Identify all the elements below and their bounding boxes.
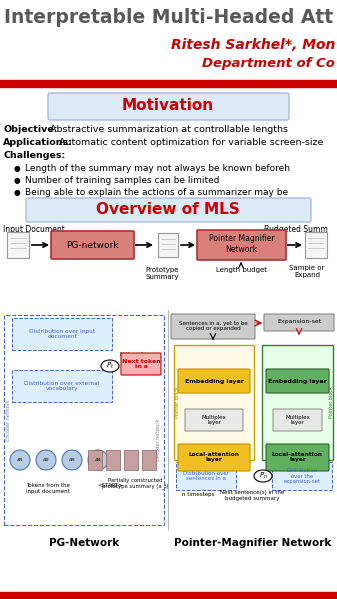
FancyBboxPatch shape [197,230,286,260]
Bar [12,318,112,350]
Text: Department of Co: Department of Co [202,57,335,70]
Text: N timesteps: N timesteps [120,352,153,357]
Bar [7,232,29,258]
Text: ●: ● [14,164,21,173]
Text: $a_3$: $a_3$ [68,456,76,464]
Text: Sample or
Expand: Sample or Expand [289,265,325,278]
Text: <START>: <START> [97,483,123,488]
Text: Interpretable Multi-Headed Att: Interpretable Multi-Headed Att [4,8,333,27]
Text: Embedding layer: Embedding layer [185,379,243,383]
Text: Pointer-Magnifier Network: Pointer-Magnifier Network [174,538,332,548]
FancyBboxPatch shape [178,369,250,393]
Text: Tokens from the
input document: Tokens from the input document [26,483,70,494]
Text: Challenges:: Challenges: [3,151,65,160]
Text: Abstractive summarization at controllable lengths: Abstractive summarization at controllabl… [47,125,288,134]
Text: Objective:: Objective: [3,125,58,134]
Text: n timesteps: n timesteps [182,492,214,497]
FancyBboxPatch shape [48,93,289,120]
Bar [272,462,332,490]
Text: Prototype
Summary: Prototype Summary [145,267,179,280]
Text: Input Document: Input Document [3,225,65,234]
Text: Distribution
over the
expansion-set: Distribution over the expansion-set [283,468,320,485]
Text: $P_n$: $P_n$ [258,471,268,481]
Text: Encoder network: Encoder network [6,399,11,441]
Text: Distribution over external
vocabulary: Distribution over external vocabulary [24,380,100,391]
Text: Next token
in a: Next token in a [122,359,160,370]
Text: Pointer block: Pointer block [175,386,180,418]
FancyBboxPatch shape [26,198,311,222]
Text: Pointer Magnifier
Network: Pointer Magnifier Network [209,234,274,254]
Bar [0,592,337,599]
Text: Embedding layer: Embedding layer [268,379,327,383]
Bar [262,345,333,460]
Circle shape [10,450,30,470]
Text: Local-attention
layer: Local-attention layer [272,452,323,462]
FancyBboxPatch shape [273,409,322,431]
Text: Multiplex
layer: Multiplex layer [285,415,310,425]
FancyBboxPatch shape [185,409,243,431]
Text: Local-attention
layer: Local-attention layer [188,452,240,462]
Text: Multiplex
layer: Multiplex layer [202,415,226,425]
Circle shape [62,450,82,470]
Text: Distribution over
sentences in a: Distribution over sentences in a [183,471,229,482]
Ellipse shape [101,360,119,372]
Text: Pointer block: Pointer block [329,386,334,418]
Text: PG-Network: PG-Network [49,538,119,548]
Bar [0,80,337,87]
Text: Overview of MLS: Overview of MLS [96,202,240,217]
FancyBboxPatch shape [266,369,329,393]
Text: Partially constructed
prototype summary (a_t): Partially constructed prototype summary … [102,478,168,489]
Bar [176,462,236,490]
Bar [12,370,112,402]
FancyBboxPatch shape [51,231,134,259]
Text: Ritesh Sarkhel*, Mon: Ritesh Sarkhel*, Mon [171,38,335,52]
FancyBboxPatch shape [264,314,334,331]
Text: $a_2$: $a_2$ [42,456,50,464]
Text: ●: ● [14,188,21,197]
Text: Distribution over input
document: Distribution over input document [29,329,95,340]
Text: ●: ● [14,176,21,185]
Text: Applications:: Applications: [3,138,73,147]
Text: Sentences in a, yet to be
copied or expanded: Sentences in a, yet to be copied or expa… [179,320,247,331]
Text: $a_1$: $a_1$ [16,456,24,464]
Bar [88,450,102,470]
Text: Decoder network: Decoder network [156,419,161,461]
Bar [305,232,327,258]
Text: Next sentence(s) in the
budgeted summary: Next sentence(s) in the budgeted summary [220,490,284,501]
Text: Motivation: Motivation [122,98,214,113]
Text: Number of training samples can be limited: Number of training samples can be limite… [25,176,219,185]
Text: PG-network: PG-network [66,241,119,250]
Text: $a_4$: $a_4$ [94,456,102,464]
Bar [142,450,156,470]
Text: Length of the summary may not always be known beforeh: Length of the summary may not always be … [25,164,290,173]
Bar [106,450,120,470]
Bar [124,450,138,470]
Text: Automatic content optimization for variable screen-size: Automatic content optimization for varia… [56,138,324,147]
Text: $P_t$: $P_t$ [106,361,114,371]
Bar [174,345,254,460]
FancyBboxPatch shape [266,444,329,471]
Text: Expansion-set: Expansion-set [277,319,321,325]
Bar [4,315,164,525]
Ellipse shape [254,470,272,482]
FancyBboxPatch shape [171,314,255,339]
Circle shape [88,450,108,470]
Bar [158,233,178,257]
Text: Length budget: Length budget [215,267,267,273]
Text: Being able to explain the actions of a summarizer may be: Being able to explain the actions of a s… [25,188,288,197]
Text: Budgeted Summ: Budgeted Summ [264,225,328,234]
FancyBboxPatch shape [178,444,250,471]
FancyBboxPatch shape [121,353,161,375]
Circle shape [36,450,56,470]
